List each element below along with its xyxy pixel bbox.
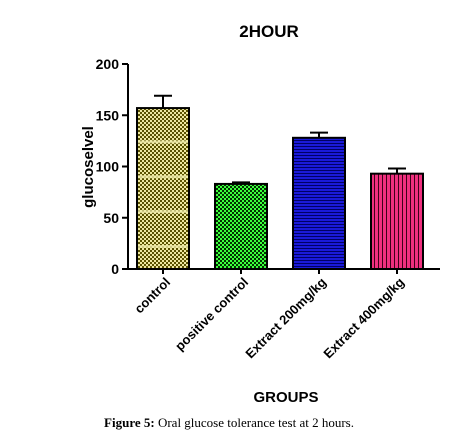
y-axis: 0 50 100 150 200	[96, 56, 129, 277]
chart-title: 2HOUR	[239, 22, 299, 41]
y-tick-label: 200	[96, 56, 120, 72]
x-tick-label: Extract 200mg/kg	[242, 274, 329, 361]
caption-label: Figure 5:	[104, 415, 155, 430]
x-tick-label: Extract 400mg/kg	[320, 274, 407, 361]
y-tick-label: 0	[111, 261, 119, 277]
y-tick-label: 100	[96, 159, 120, 175]
bar-extract-400mg-kg	[370, 172, 424, 270]
bar-positive-control	[214, 182, 268, 270]
y-tick-label: 50	[103, 210, 119, 226]
caption-text: Oral glucose tolerance test at 2 hours.	[157, 415, 354, 430]
bar-series	[136, 94, 424, 270]
y-tick-label: 150	[96, 107, 120, 123]
x-tick-label: control	[131, 275, 173, 317]
x-tick-label: positive control	[172, 275, 251, 354]
bar-extract-200mg-kg	[292, 136, 346, 270]
y-axis-label: glucoselvel	[80, 126, 97, 208]
bar-control	[136, 107, 190, 270]
x-axis-label: GROUPS	[253, 389, 318, 406]
figure-caption: Figure 5: Oral glucose tolerance test at…	[0, 415, 458, 431]
